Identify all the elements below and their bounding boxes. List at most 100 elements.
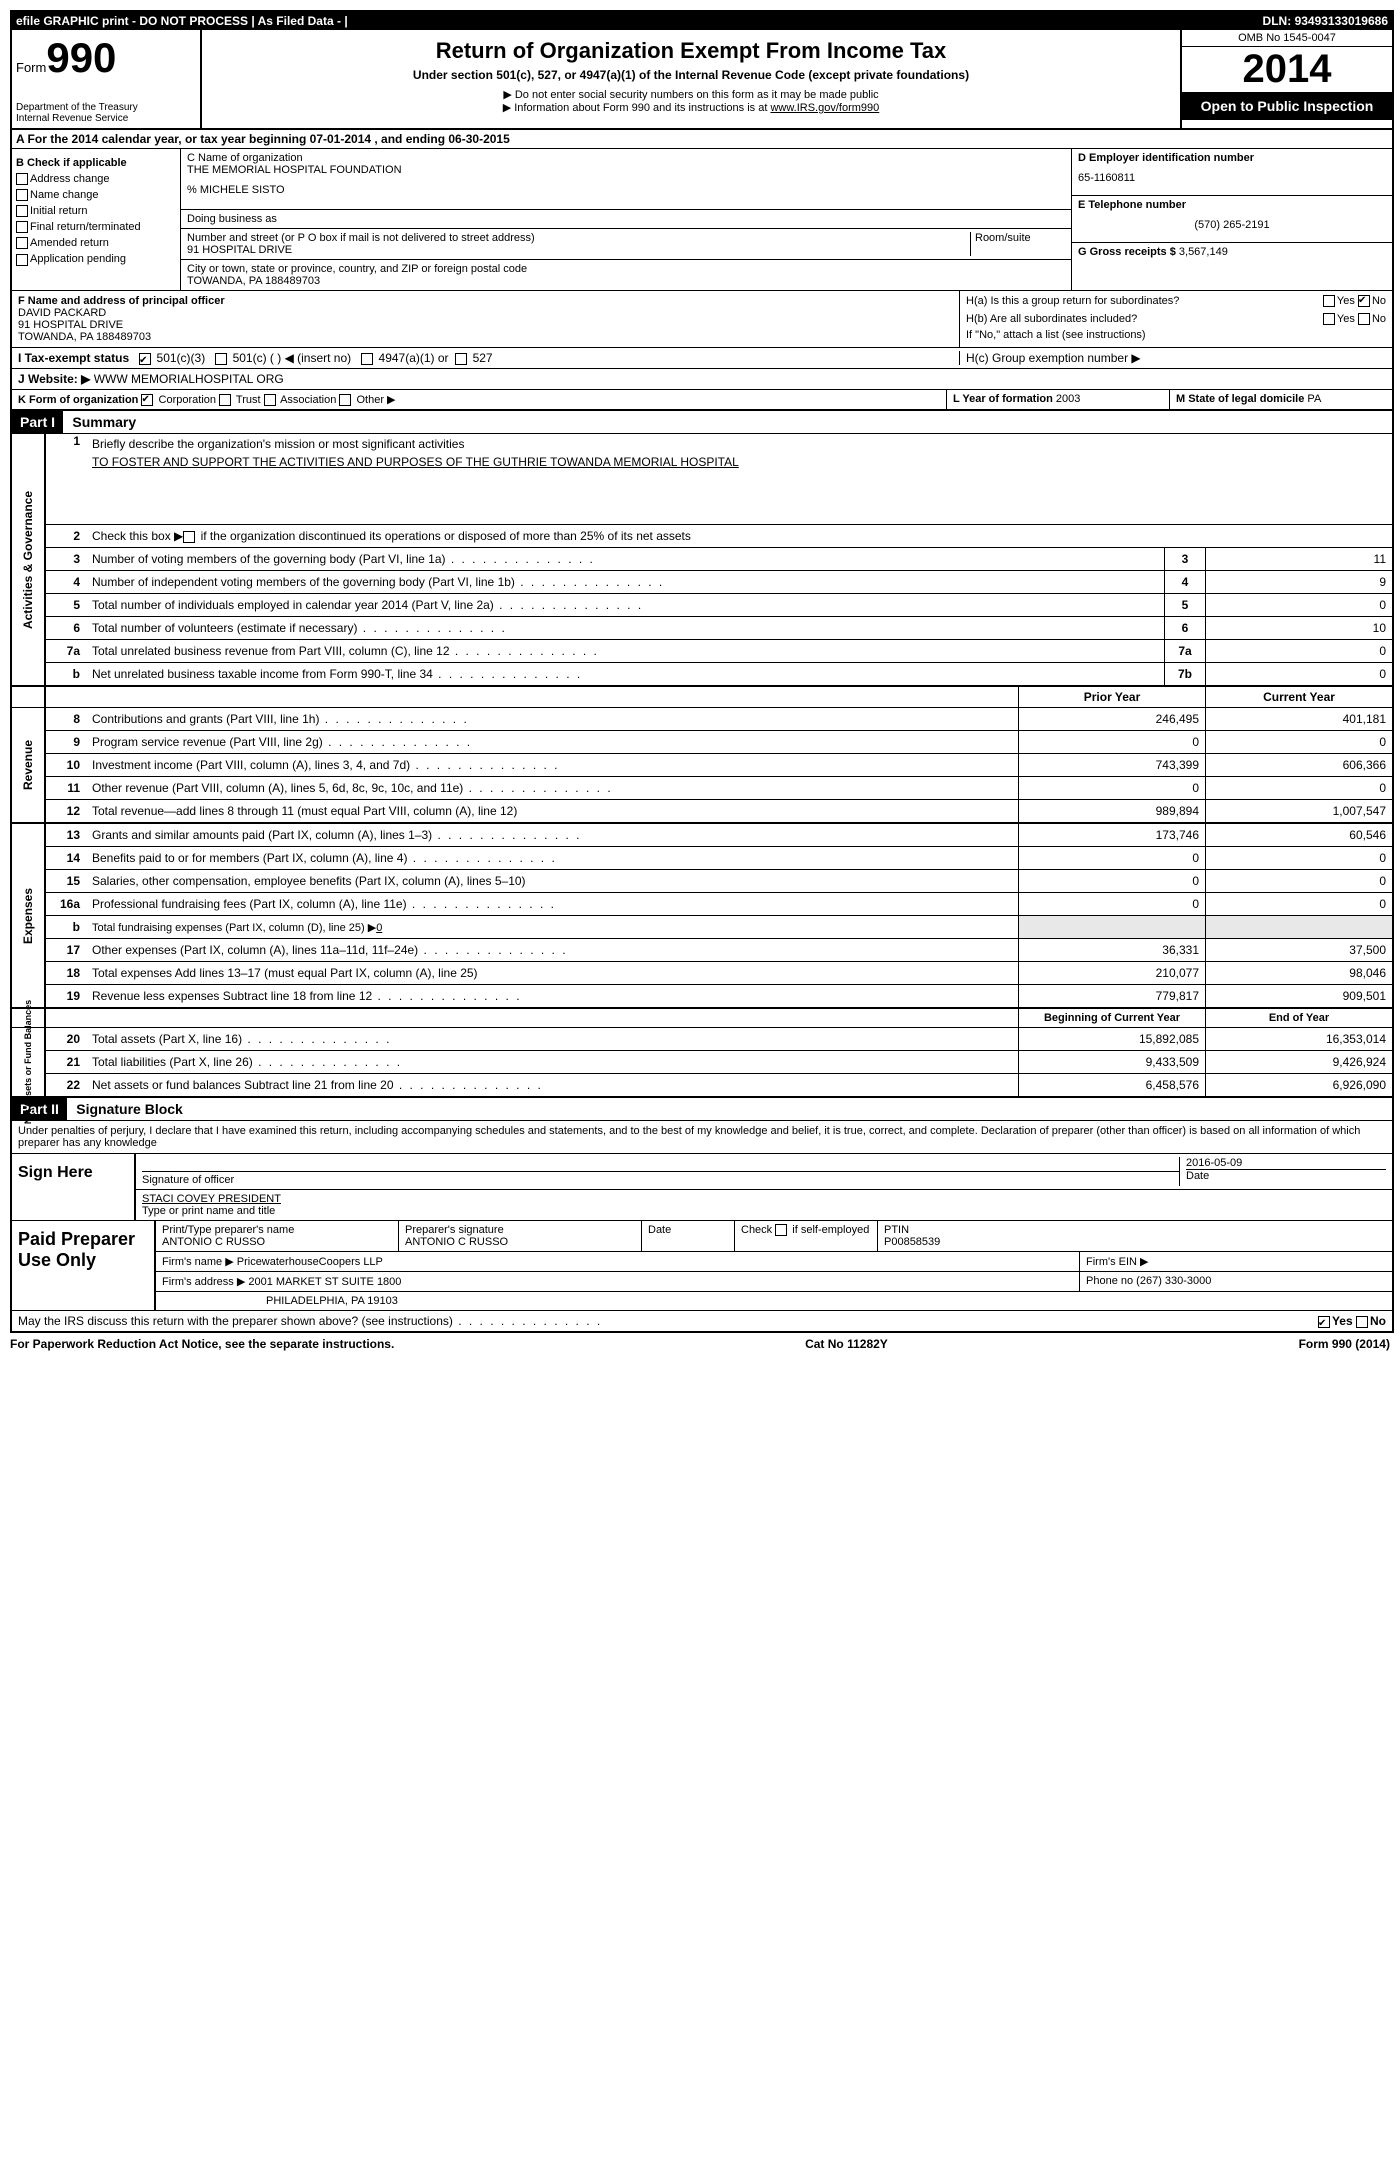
gov-side: Activities & Governance bbox=[12, 434, 46, 685]
g-val: 3,567,149 bbox=[1179, 246, 1228, 258]
f-lbl: F Name and address of principal officer bbox=[18, 295, 225, 307]
header-left: Form990 Department of the Treasury Inter… bbox=[12, 30, 202, 128]
footer: For Paperwork Reduction Act Notice, see … bbox=[10, 1333, 1390, 1355]
omb: OMB No 1545-0047 bbox=[1182, 30, 1392, 47]
e21: 9,426,924 bbox=[1205, 1051, 1392, 1073]
hb-no-box[interactable] bbox=[1358, 313, 1370, 325]
l22: Net assets or fund balances Subtract lin… bbox=[88, 1075, 1018, 1095]
c-street: 91 HOSPITAL DRIVE bbox=[187, 244, 970, 256]
f-l3: TOWANDA, PA 188489703 bbox=[18, 331, 953, 343]
checkbox-name[interactable] bbox=[16, 189, 28, 201]
b21: 9,433,509 bbox=[1018, 1051, 1205, 1073]
b-app: Application pending bbox=[30, 253, 126, 265]
sign-here: Sign Here bbox=[12, 1154, 136, 1220]
k-other: Other ▶ bbox=[356, 394, 395, 406]
p13: 173,746 bbox=[1018, 824, 1205, 846]
checkbox-init[interactable] bbox=[16, 205, 28, 217]
b20: 15,892,085 bbox=[1018, 1028, 1205, 1050]
i-a1: 4947(a)(1) or bbox=[379, 351, 449, 365]
i-c3-box[interactable] bbox=[139, 353, 151, 365]
checkbox-addr[interactable] bbox=[16, 173, 28, 185]
k-assoc-box[interactable] bbox=[264, 394, 276, 406]
hb-no: No bbox=[1372, 313, 1386, 325]
sig-name-lbl: Type or print name and title bbox=[142, 1205, 1386, 1217]
pcheck-lbl: Check if self-employed bbox=[741, 1224, 869, 1236]
form-990: efile GRAPHIC print - DO NOT PROCESS | A… bbox=[10, 10, 1394, 1333]
part1-title: Summary bbox=[66, 411, 142, 433]
self-emp-box[interactable] bbox=[775, 1224, 787, 1236]
l16b: Total fundraising expenses (Part IX, col… bbox=[88, 918, 1018, 937]
f-l2: 91 HOSPITAL DRIVE bbox=[18, 319, 953, 331]
p19: 779,817 bbox=[1018, 985, 1205, 1007]
i-527-box[interactable] bbox=[455, 353, 467, 365]
dln-value: 93493133019686 bbox=[1295, 14, 1388, 28]
exp-side-text: Expenses bbox=[21, 888, 35, 944]
ha-yes-box[interactable] bbox=[1323, 295, 1335, 307]
hb-yes-box[interactable] bbox=[1323, 313, 1335, 325]
pdate-lbl: Date bbox=[642, 1221, 735, 1251]
ha-lbl: H(a) Is this a group return for subordin… bbox=[966, 295, 1179, 307]
e20: 16,353,014 bbox=[1205, 1028, 1392, 1050]
discuss-yes-box[interactable] bbox=[1318, 1316, 1330, 1328]
f-col: F Name and address of principal officer … bbox=[12, 291, 960, 347]
k-corp-box[interactable] bbox=[141, 394, 153, 406]
k-other-box[interactable] bbox=[339, 394, 351, 406]
sub3: ▶ Information about Form 990 and its ins… bbox=[210, 101, 1172, 114]
sig-name: STACI COVEY PRESIDENT bbox=[142, 1193, 1386, 1205]
v3: 11 bbox=[1206, 548, 1392, 570]
checkbox-final[interactable] bbox=[16, 221, 28, 233]
l5: Total number of individuals employed in … bbox=[88, 595, 1164, 615]
line-i: I Tax-exempt status 501(c)(3) 501(c) ( )… bbox=[12, 348, 1392, 369]
hb-lbl: H(b) Are all subordinates included? bbox=[966, 313, 1137, 325]
dept-label: Department of the Treasury bbox=[16, 102, 196, 113]
b22: 6,458,576 bbox=[1018, 1074, 1205, 1096]
i-c-box[interactable] bbox=[215, 353, 227, 365]
c11: 0 bbox=[1205, 777, 1392, 799]
part2-badge: Part II bbox=[12, 1098, 67, 1120]
v4: 9 bbox=[1206, 571, 1392, 593]
checkbox-amend[interactable] bbox=[16, 237, 28, 249]
e-val: (570) 265-2191 bbox=[1078, 219, 1386, 231]
v6: 10 bbox=[1206, 617, 1392, 639]
l4: Number of independent voting members of … bbox=[88, 572, 1164, 592]
l7b: Net unrelated business taxable income fr… bbox=[88, 664, 1164, 684]
l20: Total assets (Part X, line 16) bbox=[88, 1029, 1018, 1049]
rev-side-text: Revenue bbox=[21, 740, 35, 790]
checkbox-app[interactable] bbox=[16, 254, 28, 266]
col-c: C Name of organization THE MEMORIAL HOSP… bbox=[181, 149, 1071, 290]
k-trust: Trust bbox=[236, 394, 261, 406]
i-c: 501(c) ( ) ◀ (insert no) bbox=[233, 351, 352, 365]
i-527: 527 bbox=[473, 351, 493, 365]
firm-lbl: Firm's name ▶ bbox=[162, 1256, 234, 1268]
l19: Revenue less expenses Subtract line 18 f… bbox=[88, 986, 1018, 1006]
l13: Grants and similar amounts paid (Part IX… bbox=[88, 825, 1018, 845]
k-corp: Corporation bbox=[159, 394, 216, 406]
sig-date-lbl: Date bbox=[1186, 1169, 1386, 1182]
discuss-no-box[interactable] bbox=[1356, 1316, 1368, 1328]
p15: 0 bbox=[1018, 870, 1205, 892]
exp-side: Expenses bbox=[12, 824, 46, 1007]
ha-no-box[interactable] bbox=[1358, 295, 1370, 307]
l15: Salaries, other compensation, employee b… bbox=[88, 871, 1018, 891]
part2-title: Signature Block bbox=[70, 1098, 189, 1120]
perjury-text: Under penalties of perjury, I declare th… bbox=[12, 1121, 1392, 1154]
k-trust-box[interactable] bbox=[219, 394, 231, 406]
pt-lbl: Print/Type preparer's name bbox=[162, 1224, 392, 1236]
l8: Contributions and grants (Part VIII, lin… bbox=[88, 709, 1018, 729]
ein-lbl: Firm's EIN ▶ bbox=[1080, 1252, 1392, 1271]
pt-val: ANTONIO C RUSSO bbox=[162, 1236, 392, 1248]
i-c3: 501(c)(3) bbox=[157, 351, 206, 365]
c15: 0 bbox=[1205, 870, 1392, 892]
l2-box[interactable] bbox=[183, 531, 195, 543]
line-j: J Website: ▶ WWW MEMORIALHOSPITAL ORG bbox=[12, 369, 1392, 390]
discuss-row: May the IRS discuss this return with the… bbox=[12, 1311, 1392, 1331]
preparer-block: Paid Preparer Use Only Print/Type prepar… bbox=[12, 1221, 1392, 1311]
sig-officer-lbl: Signature of officer bbox=[142, 1171, 1179, 1186]
c-co: % MICHELE SISTO bbox=[187, 184, 1065, 196]
c-name: THE MEMORIAL HOSPITAL FOUNDATION bbox=[187, 164, 1065, 176]
c18: 98,046 bbox=[1205, 962, 1392, 984]
discuss-no: No bbox=[1370, 1314, 1386, 1328]
d-lbl: D Employer identification number bbox=[1078, 152, 1386, 164]
revenue-block: Revenue 8Contributions and grants (Part … bbox=[12, 708, 1392, 824]
i-a1-box[interactable] bbox=[361, 353, 373, 365]
